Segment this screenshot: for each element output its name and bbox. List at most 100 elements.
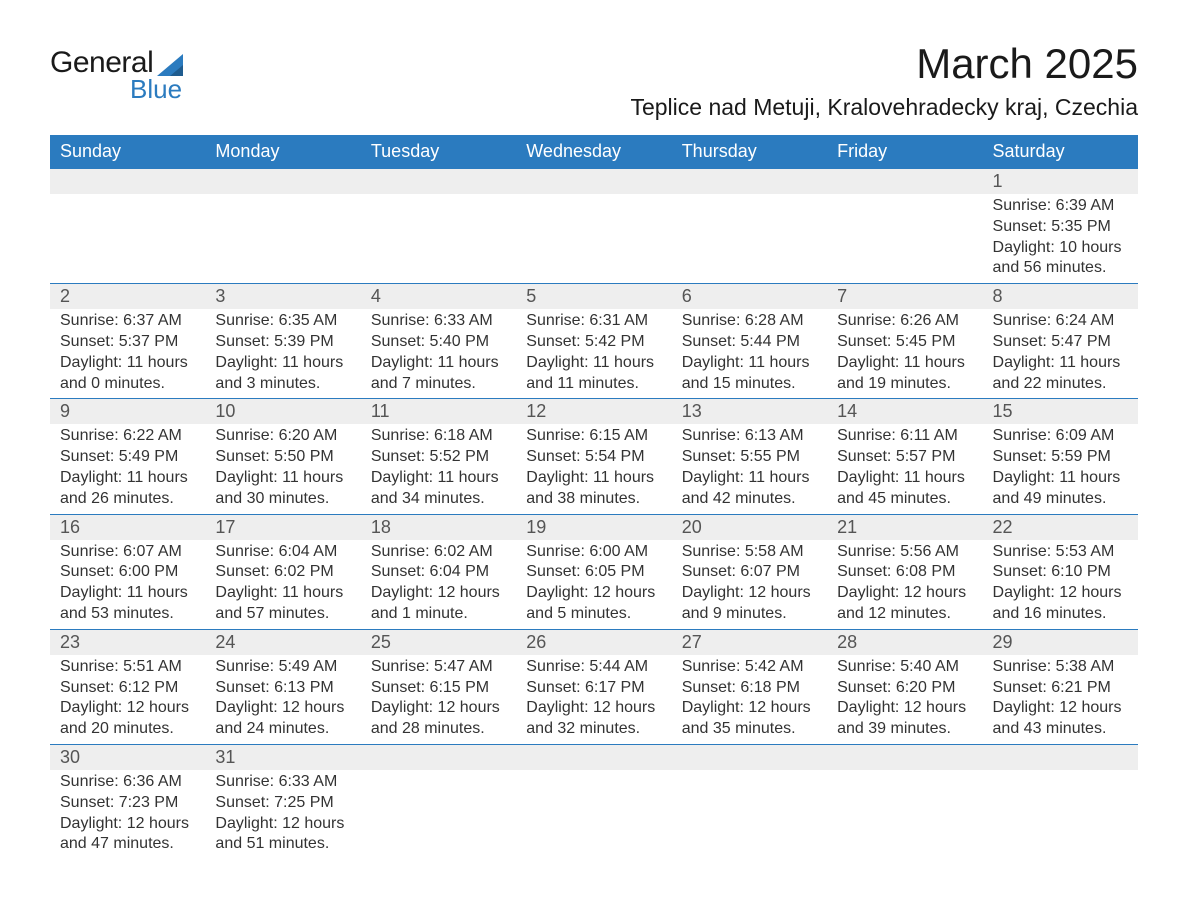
daylight-line: Daylight: 11 hours and 53 minutes. xyxy=(60,583,195,625)
weekday-header: Monday xyxy=(205,135,360,169)
daylight-line: Daylight: 11 hours and 34 minutes. xyxy=(371,468,506,510)
day-number: 1 xyxy=(983,169,1138,194)
weekday-header: Friday xyxy=(827,135,982,169)
week-number-row: 3031 xyxy=(50,744,1138,770)
day-cell-details xyxy=(516,194,671,284)
sunrise-line: Sunrise: 6:24 AM xyxy=(993,311,1128,332)
weekday-header: Thursday xyxy=(672,135,827,169)
sunset-line: Sunset: 6:17 PM xyxy=(526,678,661,699)
day-cell-details: Sunrise: 5:47 AMSunset: 6:15 PMDaylight:… xyxy=(361,655,516,745)
daylight-line: Daylight: 12 hours and 20 minutes. xyxy=(60,698,195,740)
sunset-line: Sunset: 6:12 PM xyxy=(60,678,195,699)
daylight-line: Daylight: 11 hours and 42 minutes. xyxy=(682,468,817,510)
day-cell-number: 23 xyxy=(50,629,205,655)
sunrise-line: Sunrise: 6:18 AM xyxy=(371,426,506,447)
sunset-line: Sunset: 6:20 PM xyxy=(837,678,972,699)
day-cell-number xyxy=(361,169,516,195)
day-cell-number: 13 xyxy=(672,399,827,425)
day-cell-number: 16 xyxy=(50,514,205,540)
title-block: March 2025 Teplice nad Metuji, Kralovehr… xyxy=(630,40,1138,121)
day-cell-number: 20 xyxy=(672,514,827,540)
sunset-line: Sunset: 6:08 PM xyxy=(837,562,972,583)
day-cell-number: 21 xyxy=(827,514,982,540)
daylight-line: Daylight: 10 hours and 56 minutes. xyxy=(993,238,1128,280)
sunrise-line: Sunrise: 6:36 AM xyxy=(60,772,195,793)
daylight-line: Daylight: 11 hours and 22 minutes. xyxy=(993,353,1128,395)
daylight-line: Daylight: 11 hours and 0 minutes. xyxy=(60,353,195,395)
sunrise-line: Sunrise: 6:33 AM xyxy=(371,311,506,332)
day-cell-details: Sunrise: 6:36 AMSunset: 7:23 PMDaylight:… xyxy=(50,770,205,859)
day-number: 21 xyxy=(827,515,982,540)
month-title: March 2025 xyxy=(630,40,1138,88)
day-cell-number: 26 xyxy=(516,629,671,655)
day-cell-number: 22 xyxy=(983,514,1138,540)
day-cell-number: 28 xyxy=(827,629,982,655)
day-cell-details: Sunrise: 6:39 AMSunset: 5:35 PMDaylight:… xyxy=(983,194,1138,284)
daylight-line: Daylight: 12 hours and 35 minutes. xyxy=(682,698,817,740)
day-number: 28 xyxy=(827,630,982,655)
weekday-header-row: SundayMondayTuesdayWednesdayThursdayFrid… xyxy=(50,135,1138,169)
sunrise-line: Sunrise: 6:13 AM xyxy=(682,426,817,447)
sunset-line: Sunset: 6:00 PM xyxy=(60,562,195,583)
daylight-line: Daylight: 11 hours and 11 minutes. xyxy=(526,353,661,395)
day-cell-details xyxy=(50,194,205,284)
day-cell-details xyxy=(827,194,982,284)
day-number: 29 xyxy=(983,630,1138,655)
day-cell-number xyxy=(516,169,671,195)
sunset-line: Sunset: 5:52 PM xyxy=(371,447,506,468)
day-number: 9 xyxy=(50,399,205,424)
logo-text-blue: Blue xyxy=(130,74,183,105)
sunset-line: Sunset: 5:49 PM xyxy=(60,447,195,468)
day-cell-number xyxy=(672,744,827,770)
sunrise-line: Sunrise: 6:11 AM xyxy=(837,426,972,447)
day-number: 18 xyxy=(361,515,516,540)
week-details-row: Sunrise: 6:39 AMSunset: 5:35 PMDaylight:… xyxy=(50,194,1138,284)
sunset-line: Sunset: 5:55 PM xyxy=(682,447,817,468)
sunrise-line: Sunrise: 6:07 AM xyxy=(60,542,195,563)
day-cell-details xyxy=(983,770,1138,859)
day-cell-details: Sunrise: 5:53 AMSunset: 6:10 PMDaylight:… xyxy=(983,540,1138,630)
sunset-line: Sunset: 5:35 PM xyxy=(993,217,1128,238)
day-cell-details: Sunrise: 6:02 AMSunset: 6:04 PMDaylight:… xyxy=(361,540,516,630)
sunrise-line: Sunrise: 6:33 AM xyxy=(215,772,350,793)
day-cell-details: Sunrise: 6:15 AMSunset: 5:54 PMDaylight:… xyxy=(516,424,671,514)
day-number: 7 xyxy=(827,284,982,309)
day-cell-number: 6 xyxy=(672,284,827,310)
day-number: 2 xyxy=(50,284,205,309)
sunset-line: Sunset: 5:54 PM xyxy=(526,447,661,468)
day-cell-details: Sunrise: 6:28 AMSunset: 5:44 PMDaylight:… xyxy=(672,309,827,399)
day-cell-number: 2 xyxy=(50,284,205,310)
daylight-line: Daylight: 12 hours and 5 minutes. xyxy=(526,583,661,625)
day-cell-number: 24 xyxy=(205,629,360,655)
calendar-table: SundayMondayTuesdayWednesdayThursdayFrid… xyxy=(50,135,1138,859)
day-cell-number xyxy=(983,744,1138,770)
daylight-line: Daylight: 11 hours and 45 minutes. xyxy=(837,468,972,510)
daylight-line: Daylight: 11 hours and 49 minutes. xyxy=(993,468,1128,510)
day-cell-details: Sunrise: 6:31 AMSunset: 5:42 PMDaylight:… xyxy=(516,309,671,399)
day-number: 10 xyxy=(205,399,360,424)
sunrise-line: Sunrise: 6:02 AM xyxy=(371,542,506,563)
sunrise-line: Sunrise: 6:04 AM xyxy=(215,542,350,563)
day-cell-number: 15 xyxy=(983,399,1138,425)
daylight-line: Daylight: 12 hours and 12 minutes. xyxy=(837,583,972,625)
sunrise-line: Sunrise: 6:15 AM xyxy=(526,426,661,447)
daylight-line: Daylight: 11 hours and 26 minutes. xyxy=(60,468,195,510)
week-number-row: 1 xyxy=(50,169,1138,195)
daylight-line: Daylight: 11 hours and 3 minutes. xyxy=(215,353,350,395)
sunrise-line: Sunrise: 5:53 AM xyxy=(993,542,1128,563)
day-cell-number xyxy=(361,744,516,770)
day-number: 14 xyxy=(827,399,982,424)
sunrise-line: Sunrise: 6:39 AM xyxy=(993,196,1128,217)
sunrise-line: Sunrise: 6:37 AM xyxy=(60,311,195,332)
sunrise-line: Sunrise: 6:09 AM xyxy=(993,426,1128,447)
sunset-line: Sunset: 6:02 PM xyxy=(215,562,350,583)
day-cell-details: Sunrise: 6:33 AMSunset: 7:25 PMDaylight:… xyxy=(205,770,360,859)
sunset-line: Sunset: 5:42 PM xyxy=(526,332,661,353)
day-cell-details xyxy=(672,770,827,859)
sunset-line: Sunset: 5:50 PM xyxy=(215,447,350,468)
day-cell-details: Sunrise: 6:35 AMSunset: 5:39 PMDaylight:… xyxy=(205,309,360,399)
day-cell-number: 9 xyxy=(50,399,205,425)
day-number: 13 xyxy=(672,399,827,424)
week-details-row: Sunrise: 6:22 AMSunset: 5:49 PMDaylight:… xyxy=(50,424,1138,514)
sunrise-line: Sunrise: 6:28 AM xyxy=(682,311,817,332)
